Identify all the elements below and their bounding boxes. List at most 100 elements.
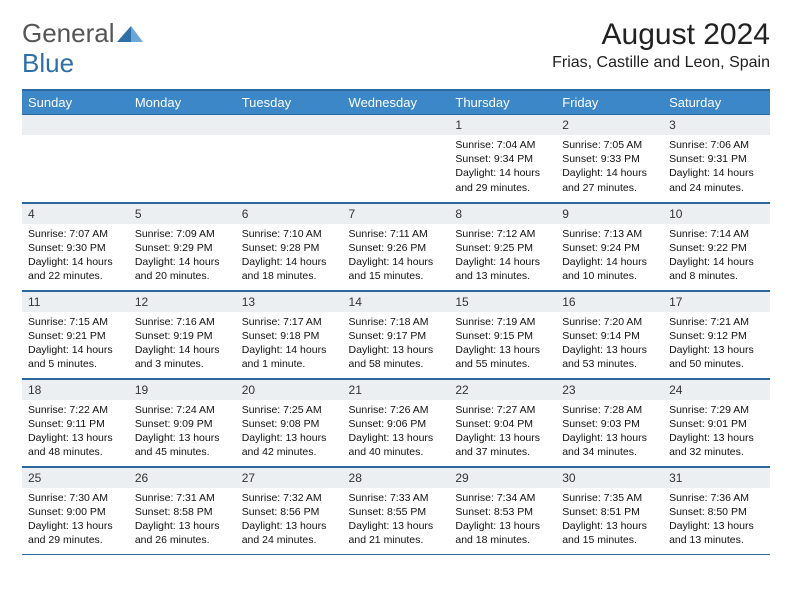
sunset-text: Sunset: 9:33 PM <box>562 152 657 166</box>
daylight-text: Daylight: 14 hours and 29 minutes. <box>455 166 550 194</box>
sunset-text: Sunset: 9:26 PM <box>349 241 444 255</box>
calendar-cell: 8Sunrise: 7:12 AMSunset: 9:25 PMDaylight… <box>449 202 556 290</box>
sunset-text: Sunset: 9:03 PM <box>562 417 657 431</box>
calendar-cell: 23Sunrise: 7:28 AMSunset: 9:03 PMDayligh… <box>556 378 663 466</box>
sunset-text: Sunset: 9:22 PM <box>669 241 764 255</box>
calendar-cell: 25Sunrise: 7:30 AMSunset: 9:00 PMDayligh… <box>22 466 129 554</box>
daylight-text: Daylight: 13 hours and 24 minutes. <box>242 519 337 547</box>
brand-logo: General <box>22 18 145 49</box>
sunrise-text: Sunrise: 7:10 AM <box>242 227 337 241</box>
sunset-text: Sunset: 8:51 PM <box>562 505 657 519</box>
day-details: Sunrise: 7:32 AMSunset: 8:56 PMDaylight:… <box>236 488 343 552</box>
day-details <box>22 135 129 142</box>
daylight-text: Daylight: 14 hours and 15 minutes. <box>349 255 444 283</box>
day-number: 14 <box>343 291 450 312</box>
calendar-cell: 18Sunrise: 7:22 AMSunset: 9:11 PMDayligh… <box>22 378 129 466</box>
calendar-cell: 19Sunrise: 7:24 AMSunset: 9:09 PMDayligh… <box>129 378 236 466</box>
calendar-cell: 15Sunrise: 7:19 AMSunset: 9:15 PMDayligh… <box>449 290 556 378</box>
sunset-text: Sunset: 9:21 PM <box>28 329 123 343</box>
dow-thursday: Thursday <box>449 90 556 114</box>
day-number: 29 <box>449 467 556 488</box>
day-number: 25 <box>22 467 129 488</box>
calendar-cell: 20Sunrise: 7:25 AMSunset: 9:08 PMDayligh… <box>236 378 343 466</box>
calendar-cell: 12Sunrise: 7:16 AMSunset: 9:19 PMDayligh… <box>129 290 236 378</box>
day-number: 10 <box>663 203 770 224</box>
sunrise-text: Sunrise: 7:05 AM <box>562 138 657 152</box>
day-number: 19 <box>129 379 236 400</box>
day-details: Sunrise: 7:31 AMSunset: 8:58 PMDaylight:… <box>129 488 236 552</box>
day-number: 9 <box>556 203 663 224</box>
day-details: Sunrise: 7:14 AMSunset: 9:22 PMDaylight:… <box>663 224 770 288</box>
sunset-text: Sunset: 9:12 PM <box>669 329 764 343</box>
sunset-text: Sunset: 9:14 PM <box>562 329 657 343</box>
daylight-text: Daylight: 13 hours and 53 minutes. <box>562 343 657 371</box>
day-number: 4 <box>22 203 129 224</box>
daylight-text: Daylight: 13 hours and 40 minutes. <box>349 431 444 459</box>
day-number: 3 <box>663 114 770 135</box>
sunset-text: Sunset: 9:01 PM <box>669 417 764 431</box>
sunset-text: Sunset: 9:34 PM <box>455 152 550 166</box>
dow-friday: Friday <box>556 90 663 114</box>
calendar-cell: 10Sunrise: 7:14 AMSunset: 9:22 PMDayligh… <box>663 202 770 290</box>
calendar-cell: 30Sunrise: 7:35 AMSunset: 8:51 PMDayligh… <box>556 466 663 554</box>
sunrise-text: Sunrise: 7:15 AM <box>28 315 123 329</box>
daylight-text: Daylight: 13 hours and 50 minutes. <box>669 343 764 371</box>
daylight-text: Daylight: 13 hours and 21 minutes. <box>349 519 444 547</box>
calendar-week-row: 11 Sunrise: 7:15 AMSunset: 9:21 PM Dayligh… <box>22 290 770 378</box>
sunset-text: Sunset: 9:00 PM <box>28 505 123 519</box>
sunrise-text: Sunrise: 7:30 AM <box>28 491 123 505</box>
calendar-cell: 13Sunrise: 7:17 AMSunset: 9:18 PMDayligh… <box>236 290 343 378</box>
day-number: 11 <box>22 291 129 312</box>
calendar-cell: 27Sunrise: 7:32 AMSunset: 8:56 PMDayligh… <box>236 466 343 554</box>
daylight-text: Daylight: 14 hours and 13 minutes. <box>455 255 550 283</box>
daylight-text: Daylight: 14 hours and 22 minutes. <box>28 255 123 283</box>
day-details: Sunrise: 7:11 AMSunset: 9:26 PMDaylight:… <box>343 224 450 288</box>
day-details: Sunrise: 7:09 AMSunset: 9:29 PMDaylight:… <box>129 224 236 288</box>
sunrise-text: Sunrise: 7:14 AM <box>669 227 764 241</box>
sunset-text: Sunset: 9:06 PM <box>349 417 444 431</box>
day-details: Sunrise: 7:04 AMSunset: 9:34 PMDaylight:… <box>449 135 556 199</box>
sunrise-text: Sunrise: 7:34 AM <box>455 491 550 505</box>
daylight-text: Daylight: 14 hours and 27 minutes. <box>562 166 657 194</box>
day-details: Sunrise: 7:36 AMSunset: 8:50 PMDaylight:… <box>663 488 770 552</box>
day-details: Sunrise: 7:20 AMSunset: 9:14 PMDaylight:… <box>556 312 663 376</box>
calendar-cell: 22Sunrise: 7:27 AMSunset: 9:04 PMDayligh… <box>449 378 556 466</box>
calendar-cell: 28Sunrise: 7:33 AMSunset: 8:55 PMDayligh… <box>343 466 450 554</box>
day-number: 18 <box>22 379 129 400</box>
sunset-text: Sunset: 9:15 PM <box>455 329 550 343</box>
sunset-text: Sunset: 8:55 PM <box>349 505 444 519</box>
day-number: 24 <box>663 379 770 400</box>
calendar-cell: 16Sunrise: 7:20 AMSunset: 9:14 PMDayligh… <box>556 290 663 378</box>
sunrise-text: Sunrise: 7:28 AM <box>562 403 657 417</box>
sunrise-text: Sunrise: 7:18 AM <box>349 315 444 329</box>
day-details: Sunrise: 7:26 AMSunset: 9:06 PMDaylight:… <box>343 400 450 464</box>
sunset-text: Sunset: 9:09 PM <box>135 417 230 431</box>
calendar-cell <box>343 114 450 202</box>
daylight-text: Daylight: 14 hours and 8 minutes. <box>669 255 764 283</box>
daylight-text: Daylight: 13 hours and 45 minutes. <box>135 431 230 459</box>
sunset-text: Sunset: 9:04 PM <box>455 417 550 431</box>
month-title: August 2024 <box>552 18 770 52</box>
sunset-text: Sunset: 8:58 PM <box>135 505 230 519</box>
sunrise-text: Sunrise: 7:04 AM <box>455 138 550 152</box>
daylight-text: Daylight: 14 hours and 24 minutes. <box>669 166 764 194</box>
sunrise-text: Sunrise: 7:12 AM <box>455 227 550 241</box>
dow-wednesday: Wednesday <box>343 90 450 114</box>
day-number: 22 <box>449 379 556 400</box>
daylight-text: Daylight: 13 hours and 42 minutes. <box>242 431 337 459</box>
sunrise-text: Sunrise: 7:33 AM <box>349 491 444 505</box>
day-number: 21 <box>343 379 450 400</box>
sunset-text: Sunset: 9:19 PM <box>135 329 230 343</box>
daylight-text: Daylight: 13 hours and 37 minutes. <box>455 431 550 459</box>
sunrise-text: Sunrise: 7:25 AM <box>242 403 337 417</box>
calendar-cell: 31Sunrise: 7:36 AMSunset: 8:50 PMDayligh… <box>663 466 770 554</box>
day-details: Sunrise: 7:16 AMSunset: 9:19 PMDaylight:… <box>129 312 236 376</box>
dow-sunday: Sunday <box>22 90 129 114</box>
daylight-text: Daylight: 13 hours and 34 minutes. <box>562 431 657 459</box>
sunrise-text: Sunrise: 7:26 AM <box>349 403 444 417</box>
sunrise-text: Sunrise: 7:13 AM <box>562 227 657 241</box>
day-number: 12 <box>129 291 236 312</box>
sunset-text: Sunset: 9:11 PM <box>28 417 123 431</box>
day-number: 31 <box>663 467 770 488</box>
day-number: 6 <box>236 203 343 224</box>
